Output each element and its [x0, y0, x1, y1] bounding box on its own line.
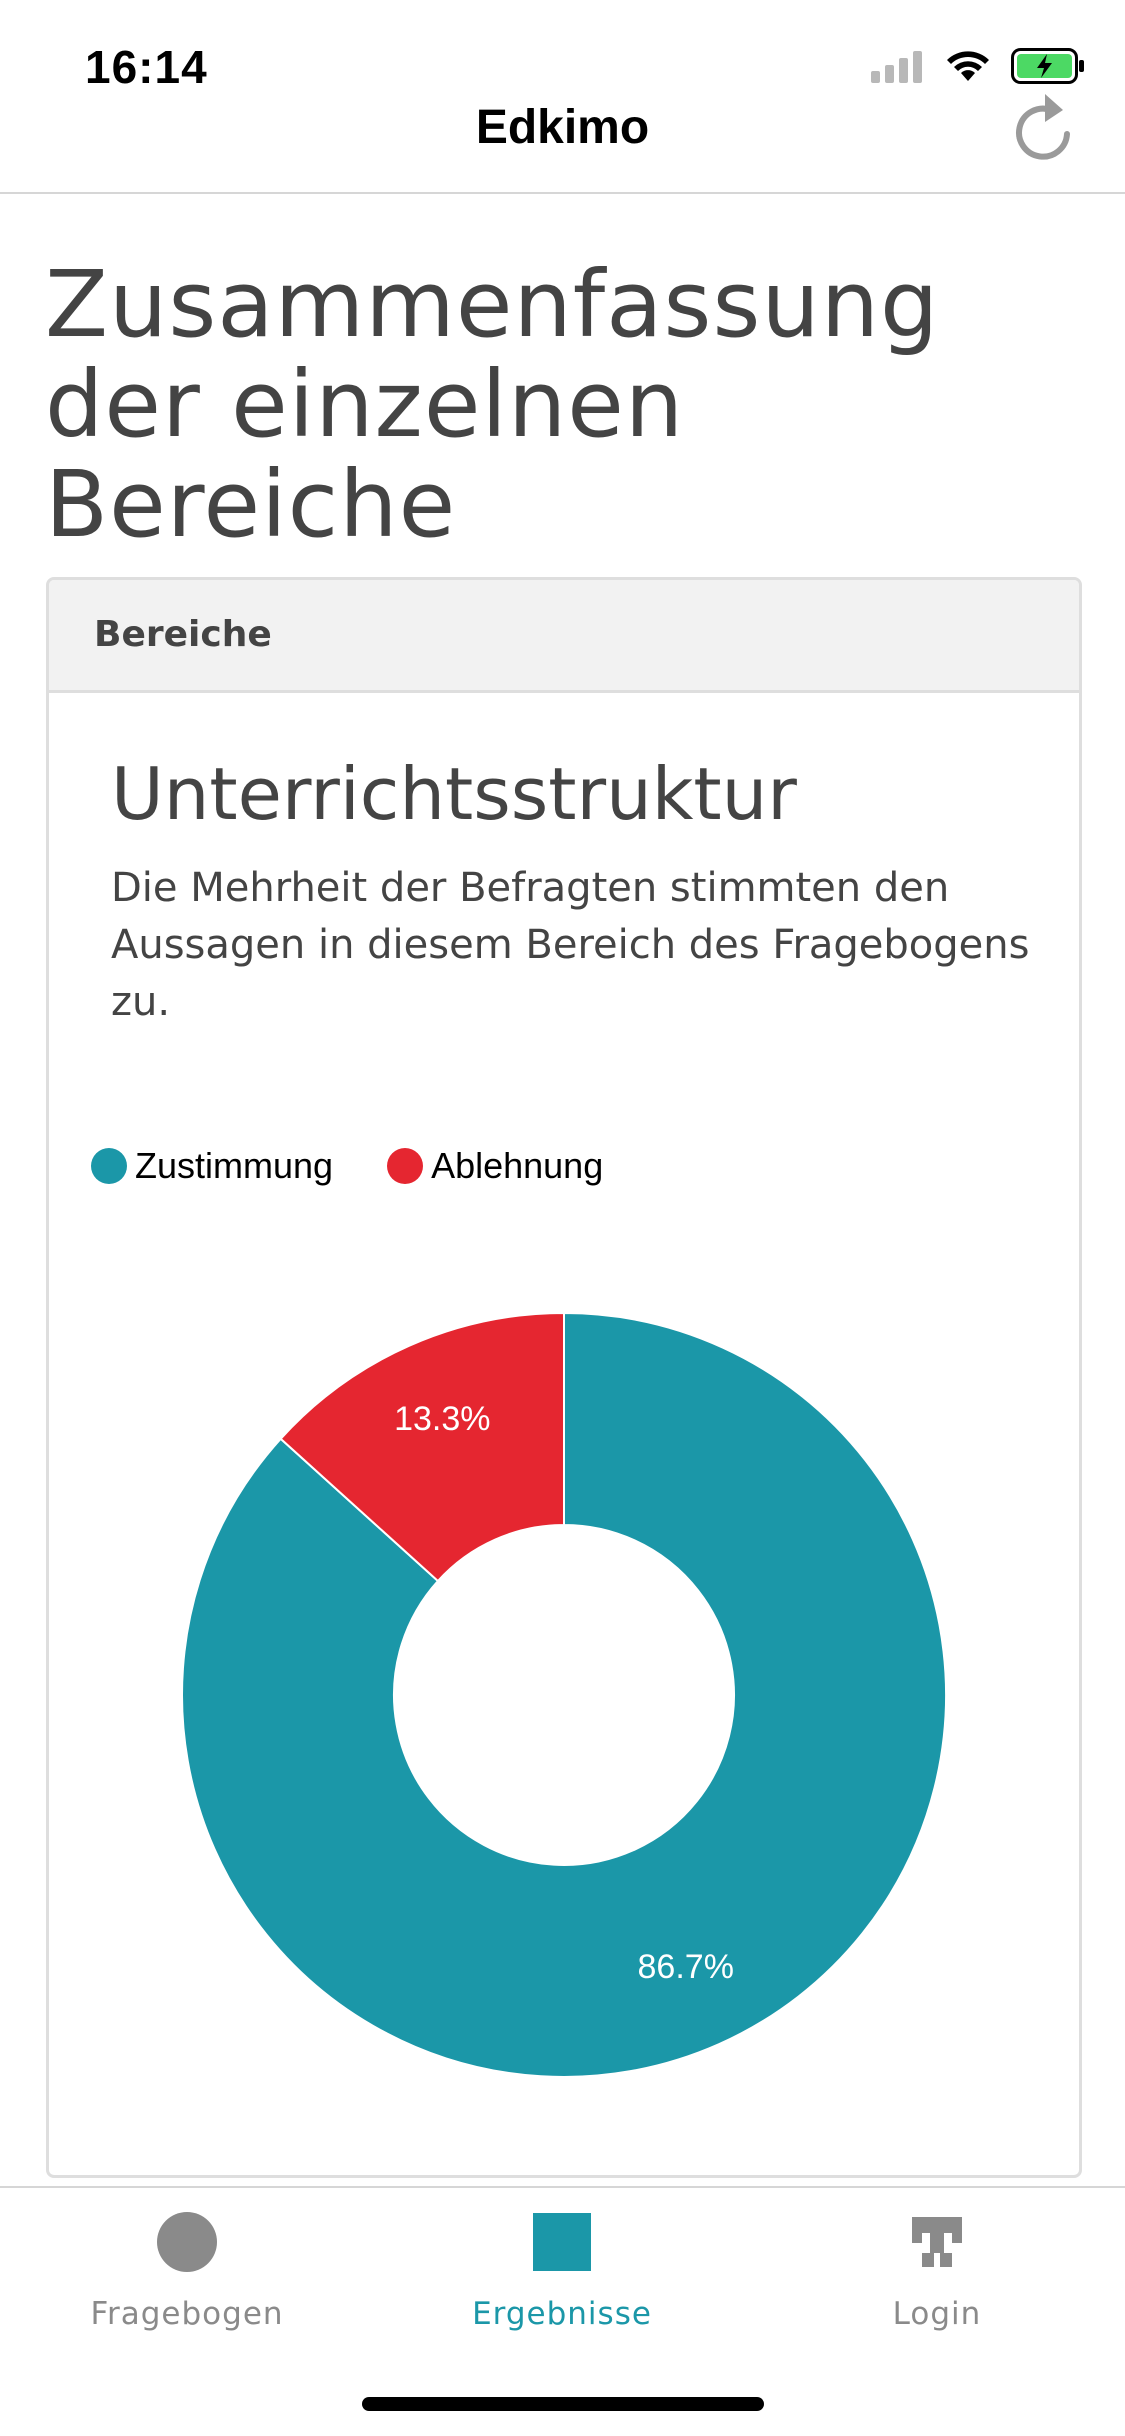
card-header-label: Bereiche [94, 614, 272, 655]
refresh-icon [1016, 94, 1070, 160]
slice-label-ablehnung: 13.3% [394, 1400, 490, 1438]
status-time: 16:14 [85, 41, 208, 93]
status-bar: 16:14 [0, 0, 1125, 120]
legend-label-zustimmung: Zustimmung [135, 1145, 334, 1186]
legend-item-zustimmung[interactable]: Zustimmung [91, 1145, 333, 1187]
cellular-signal-icon [871, 51, 922, 83]
wifi-icon [947, 51, 989, 81]
legend-label-ablehnung: Ablehnung [431, 1145, 604, 1186]
chart-legend: Zustimmung Ablehnung [91, 1145, 657, 1187]
square-icon [533, 2213, 591, 2271]
status-icons [871, 48, 1085, 84]
tab-label-fragebogen: Fragebogen [90, 2296, 284, 2332]
tab-login[interactable]: Login [787, 2210, 1087, 2332]
section-description: Die Mehrheit der Befragten stimmten den … [111, 865, 1030, 1025]
donut-chart: 86.7% 13.3% [181, 1311, 947, 2078]
tab-ergebnisse[interactable]: Ergebnisse [412, 2210, 712, 2332]
legend-item-ablehnung[interactable]: Ablehnung [387, 1145, 603, 1187]
tab-bar: Fragebogen Ergebnisse Login [0, 2186, 1125, 2436]
nav-title: Edkimo [475, 101, 650, 154]
tab-label-login: Login [892, 2296, 982, 2332]
refresh-button[interactable] [1005, 90, 1085, 170]
nav-bar: Edkimo [0, 90, 1125, 194]
donut-slice-zustimmung[interactable] [181, 1311, 947, 2078]
donut-slice-ablehnung[interactable] [279, 1311, 565, 1583]
slice-label-zustimmung: 86.7% [638, 1948, 734, 1986]
tab-fragebogen[interactable]: Fragebogen [37, 2210, 337, 2332]
page-title: Zusammenfassung der einzelnen Bereiche [45, 251, 940, 558]
legend-dot-ablehnung [387, 1148, 424, 1184]
section-title: Unterrichtsstruktur [111, 752, 797, 836]
legend-dot-zustimmung [91, 1148, 127, 1184]
tab-label-ergebnisse: Ergebnisse [472, 2296, 652, 2332]
card-header: Bereiche [49, 580, 1079, 693]
login-icon [912, 2217, 962, 2267]
battery-charging-icon [1011, 48, 1084, 84]
home-indicator [362, 2397, 764, 2411]
summary-card: Bereiche Unterrichtsstruktur Die Mehrhei… [46, 577, 1082, 2178]
circle-icon [157, 2212, 217, 2272]
